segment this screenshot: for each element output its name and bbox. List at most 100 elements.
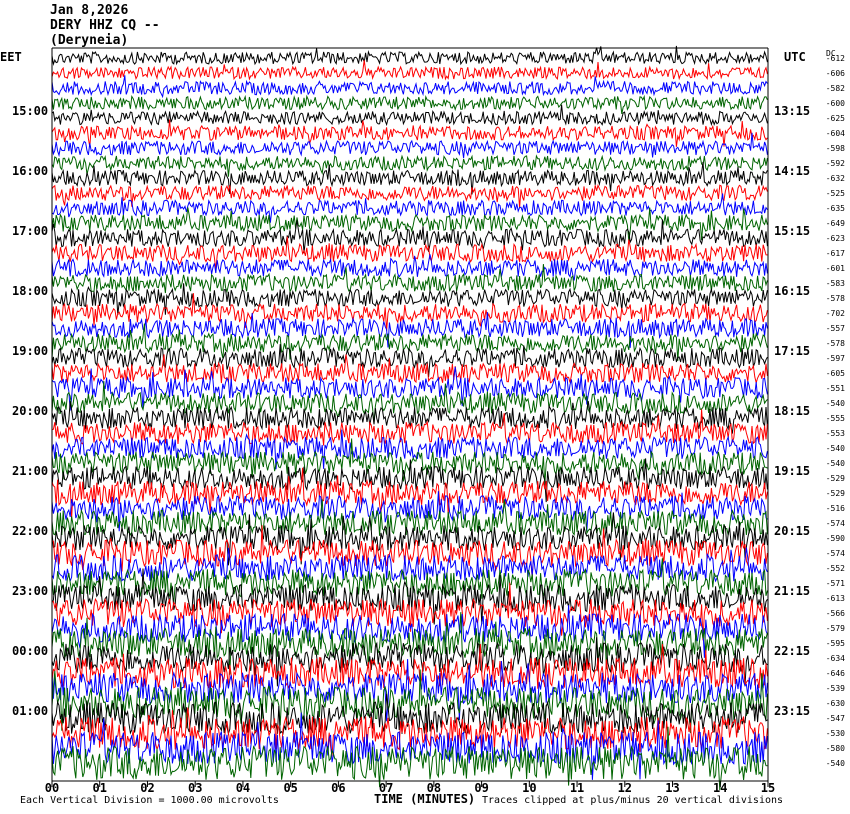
- seismic-trace-0: [51, 45, 768, 66]
- dc-offset-value: -606: [826, 69, 845, 78]
- seismic-trace-43: [51, 669, 768, 734]
- seismic-trace-46: [51, 712, 768, 780]
- left-hour-label: 16:00: [12, 164, 49, 178]
- dc-offset-value: -547: [826, 714, 845, 723]
- x-axis-ticks: 00 01 02 03 04 05 06 07 08 09 10 11 12 13 14 15: [45, 781, 775, 795]
- dc-offset-value: -529: [826, 474, 845, 483]
- dc-offset-value: -598: [826, 144, 845, 153]
- dc-offset-value: -623: [826, 234, 845, 243]
- dc-offset-value: -529: [826, 489, 845, 498]
- seismic-trace-38: [51, 605, 768, 658]
- dc-offset-value: -612: [826, 54, 845, 63]
- x-tick-label: 12: [618, 781, 632, 795]
- seismic-trace-10: [51, 193, 768, 223]
- date-label: Jan 8,2026: [50, 3, 129, 18]
- dc-offset-value: -625: [826, 114, 845, 123]
- dc-offset-value: -635: [826, 204, 845, 213]
- seismic-trace-26: [51, 429, 768, 470]
- footer-clip-note: Traces clipped at plus/minus 20 vertical…: [482, 795, 784, 806]
- seismic-trace-40: [51, 637, 768, 687]
- dc-offset-value: -566: [826, 609, 845, 618]
- x-tick-label: 15: [761, 781, 775, 795]
- seismic-trace-30: [51, 491, 768, 532]
- right-hour-label: 21:15: [774, 584, 811, 598]
- seismic-trace-7: [51, 154, 768, 177]
- seismic-trace-2: [51, 75, 768, 99]
- dc-offset-value: -516: [826, 504, 845, 513]
- right-hour-label: 18:15: [774, 404, 811, 418]
- dc-offset-value: -574: [826, 549, 845, 558]
- seismic-trace-23: [51, 380, 768, 423]
- seismic-trace-34: [51, 547, 768, 583]
- dc-offset-value: -600: [826, 99, 845, 108]
- seismic-trace-12: [51, 219, 768, 254]
- x-tick-label: 08: [427, 781, 441, 795]
- dc-offset-value: -578: [826, 339, 845, 348]
- seismic-trace-37: [51, 582, 768, 641]
- x-tick-label: 04: [236, 781, 250, 795]
- dc-offset-value: -525: [826, 189, 845, 198]
- footer-scale-note: Each Vertical Division = 1000.00 microvo…: [20, 795, 279, 806]
- dc-offset-value: -649: [826, 219, 845, 228]
- seismic-trace-4: [51, 104, 768, 127]
- right-hour-label: 17:15: [774, 344, 811, 358]
- x-tick-label: 13: [665, 781, 679, 795]
- seismic-trace-22: [51, 366, 768, 411]
- seismic-trace-25: [51, 409, 768, 446]
- dc-offset-value: -540: [826, 759, 845, 768]
- dc-offset-value: -646: [826, 669, 845, 678]
- seismic-trace-19: [51, 323, 768, 361]
- seismic-trace-15: [51, 264, 768, 294]
- dc-offset-value: -605: [826, 369, 845, 378]
- dc-offset-value: -557: [826, 324, 845, 333]
- dc-offset-value: -590: [826, 534, 845, 543]
- location-label: (Deryneia): [50, 33, 129, 48]
- left-hour-label: 21:00: [12, 464, 49, 478]
- left-hour-label: 01:00: [12, 704, 49, 718]
- seismic-trace-17: [51, 293, 768, 331]
- seismic-trace-1: [51, 60, 768, 81]
- seismic-trace-28: [51, 458, 768, 503]
- x-tick-label: 06: [331, 781, 345, 795]
- dc-offset-value: -578: [826, 294, 845, 303]
- seismic-trace-8: [51, 161, 768, 195]
- x-axis-title: TIME (MINUTES): [374, 792, 476, 806]
- dc-offset-value: -632: [826, 174, 845, 183]
- dc-offset-value: -604: [826, 129, 845, 138]
- seismic-trace-24: [51, 400, 768, 434]
- x-tick-label: 02: [140, 781, 154, 795]
- seismic-trace-31: [51, 499, 768, 537]
- seismic-trace-18: [51, 312, 768, 348]
- left-hour-label: 15:00: [12, 104, 49, 118]
- dc-offset-value: -551: [826, 384, 845, 393]
- x-tick-label: 14: [713, 781, 727, 795]
- dc-offset-value: -582: [826, 84, 845, 93]
- left-hour-label: 19:00: [12, 344, 49, 358]
- seismic-trace-13: [51, 236, 768, 270]
- right-hour-label: 20:15: [774, 524, 811, 538]
- dc-offset-value: -634: [826, 654, 845, 663]
- dc-offset-value: -601: [826, 264, 845, 273]
- seismic-trace-11: [51, 207, 768, 241]
- seismic-trace-3: [51, 94, 768, 114]
- seismic-trace-5: [51, 119, 768, 148]
- dc-offset-labels: -612 -606 -582 -600 -625 -604 -598 -592 -632 -525…: [826, 54, 845, 768]
- dc-offset-value: -540: [826, 444, 845, 453]
- plot-frame: [51, 47, 769, 782]
- dc-offset-value: -583: [826, 279, 845, 288]
- x-tick-label: 05: [283, 781, 297, 795]
- seismic-trace-41: [51, 643, 768, 689]
- seismic-trace-33: [51, 525, 768, 578]
- dc-offset-value: -539: [826, 684, 845, 693]
- dc-offset-value: -613: [826, 594, 845, 603]
- right-hour-label: 15:15: [774, 224, 811, 238]
- dc-offset-value: -579: [826, 624, 845, 633]
- right-timezone-label: UTC: [784, 50, 806, 64]
- left-timezone-label: EET: [0, 50, 22, 64]
- dc-offset-value: -595: [826, 639, 845, 648]
- dc-offset-value: -571: [826, 579, 845, 588]
- seismic-trace-45: [51, 707, 768, 757]
- x-tick-label: 09: [474, 781, 488, 795]
- x-tick-label: 11: [570, 781, 584, 795]
- right-hour-label: 19:15: [774, 464, 811, 478]
